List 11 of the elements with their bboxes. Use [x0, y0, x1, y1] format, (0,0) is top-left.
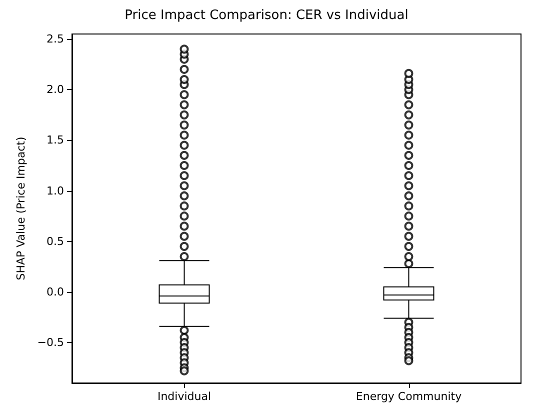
y-tick-label: 1.5	[46, 134, 64, 147]
y-tick-label: 2.0	[46, 83, 64, 96]
y-tick-label: 1.0	[46, 184, 64, 198]
x-tick-label: Individual	[157, 390, 212, 403]
y-tick-label: −0.5	[37, 336, 64, 350]
x-tick-label: Energy Community	[356, 390, 462, 403]
y-tick-label: 2.5	[46, 32, 64, 46]
y-tick-label: 0.0	[46, 285, 64, 298]
chart-title: Price Impact Comparison: CER vs Individual	[124, 8, 408, 23]
y-axis-title: SHAP Value (Price Impact)	[14, 136, 28, 280]
y-tick-label: 0.5	[46, 234, 64, 248]
